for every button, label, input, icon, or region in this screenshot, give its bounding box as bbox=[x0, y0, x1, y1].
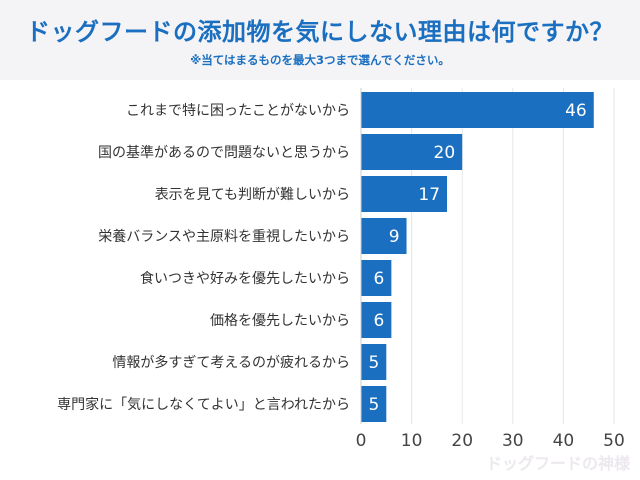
data-label: 17 bbox=[418, 185, 440, 205]
data-label: 5 bbox=[368, 395, 379, 415]
category-label: 国の基準があるので問題ないと思うから bbox=[98, 144, 350, 161]
bar bbox=[361, 302, 392, 338]
category-label: これまで特に困ったことがないから bbox=[126, 103, 350, 119]
chart-subtitle: ※当てはまるものを最大3つまで選んでください。 bbox=[190, 53, 450, 67]
x-tick-label: 10 bbox=[401, 431, 423, 451]
watermark-logo: ドッグフードの神様 bbox=[485, 454, 630, 473]
x-tick-label: 50 bbox=[603, 431, 625, 451]
category-label: 価格を優先したいから bbox=[210, 313, 350, 329]
bar bbox=[361, 176, 448, 212]
category-label: 専門家に「気にしなくてよい」と言われたから bbox=[57, 396, 350, 413]
category-label: 情報が多すぎて考えるのが疲れるから bbox=[112, 354, 350, 371]
category-label: 栄養バランスや主原料を重視したいから bbox=[98, 228, 350, 245]
bar bbox=[361, 344, 387, 380]
data-label: 5 bbox=[368, 353, 379, 373]
chart-title: ドッグフードの添加物を気にしない理由は何ですか？ bbox=[26, 18, 614, 46]
category-label: 表示を見ても判断が難しいから bbox=[155, 187, 350, 203]
category-label: 食いつきや好みを優先したいから bbox=[140, 270, 350, 287]
data-label: 6 bbox=[374, 311, 385, 331]
data-label: 6 bbox=[374, 269, 385, 289]
bar bbox=[361, 134, 463, 170]
x-tick-label: 30 bbox=[502, 431, 524, 451]
bar bbox=[361, 218, 407, 254]
bar bbox=[361, 260, 392, 296]
x-tick-label: 20 bbox=[451, 431, 473, 451]
data-label: 20 bbox=[434, 143, 456, 163]
x-tick-label: 0 bbox=[356, 431, 367, 451]
x-tick-label: 40 bbox=[553, 431, 575, 451]
bar bbox=[361, 92, 594, 128]
bar bbox=[361, 386, 387, 422]
chart-header: ドッグフードの添加物を気にしない理由は何ですか？ ※当てはまるものを最大3つまで… bbox=[0, 0, 640, 80]
data-label: 46 bbox=[565, 101, 587, 121]
data-label: 9 bbox=[389, 227, 400, 247]
